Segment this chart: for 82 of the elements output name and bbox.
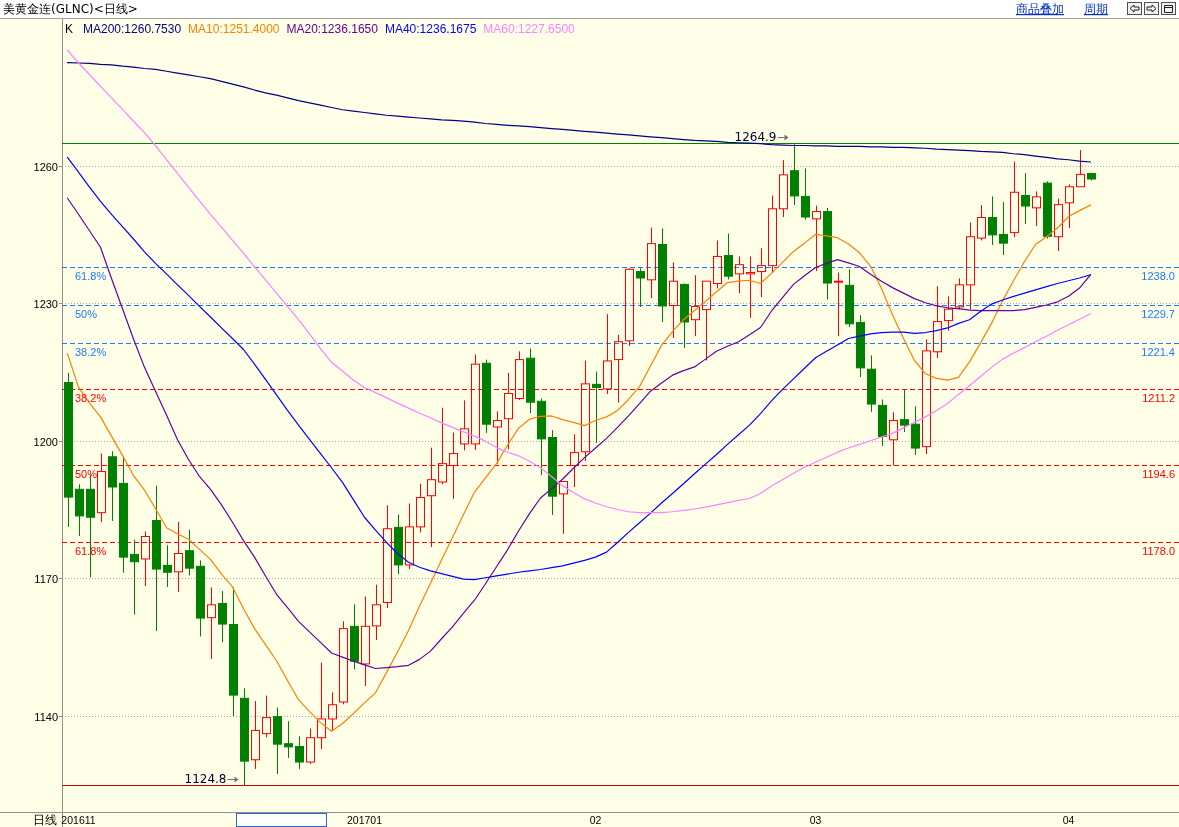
ref-line-label: 1229.7 — [1141, 307, 1175, 320]
annotation: 61.8% — [75, 269, 107, 282]
y-tick-label: 1260 — [33, 160, 58, 173]
chart-title: 美黄金连(GLNC)<日线> — [3, 2, 138, 16]
text: MA10:1251.4000 — [188, 22, 280, 36]
candlestick — [702, 280, 711, 361]
y-tick-label: 1200 — [33, 435, 58, 448]
candlestick — [999, 201, 1008, 256]
text: MA200:1260.7530 — [83, 22, 182, 36]
y-tick-label: 1140 — [34, 710, 58, 723]
candlestick — [911, 405, 920, 456]
candlestick — [130, 539, 139, 615]
y-tick-label: 1170 — [34, 572, 58, 585]
candlestick — [801, 167, 810, 221]
x-tick-label: 03 — [809, 814, 822, 826]
ref-line-label: 1178.0 — [1142, 544, 1175, 557]
candlestick — [416, 483, 425, 533]
text: MA40:1236.1675 — [384, 22, 477, 36]
candlestick — [163, 544, 172, 588]
candlestick — [900, 389, 909, 433]
candlestick — [295, 735, 304, 770]
candlestick — [713, 239, 722, 290]
candlestick — [1010, 161, 1019, 238]
text: MA60:1227.6500 — [483, 22, 576, 36]
annotation: 38.2% — [75, 345, 107, 358]
candlestick — [966, 222, 975, 311]
candlestick — [691, 274, 700, 337]
candlestick — [328, 691, 337, 731]
candlestick — [988, 195, 997, 246]
candlestick — [933, 285, 942, 359]
candlestick — [889, 411, 898, 466]
candlestick — [207, 586, 216, 660]
line-series — [66, 61, 1092, 163]
x-tick-label: 02 — [589, 814, 602, 826]
candlestick — [284, 720, 293, 759]
ref-line-label: 1124.8 — [184, 771, 227, 786]
candlestick — [944, 295, 953, 332]
candlestick — [757, 247, 766, 298]
candlestick — [262, 695, 271, 738]
candlestick — [735, 255, 744, 294]
ref-line-label: 1211.2 — [1142, 391, 1175, 404]
candlestick — [1065, 183, 1074, 229]
ref-line-label: 1194.6 — [1142, 467, 1175, 480]
candlestick — [1032, 190, 1041, 227]
text: 周期 — [1084, 2, 1108, 16]
y-tick-label: 1230 — [33, 297, 58, 310]
annotation: 50% — [75, 467, 98, 480]
candlestick — [768, 194, 777, 274]
candlestick — [361, 596, 370, 687]
candlestick — [636, 267, 645, 308]
annotation: 50% — [75, 307, 98, 320]
x-tick-label: 04 — [1062, 814, 1075, 826]
candlestick — [724, 233, 733, 280]
text: 商品叠加 — [1016, 2, 1064, 16]
candlestick — [218, 590, 227, 643]
candlestick — [746, 255, 755, 319]
x-axis-title: 日线 — [33, 813, 57, 827]
line-series — [66, 156, 1092, 581]
candlestick — [779, 159, 788, 218]
candlestick — [460, 399, 469, 451]
ref-line-label: 1221.4 — [1141, 345, 1175, 358]
candlestick — [625, 268, 634, 347]
candlestick — [1076, 149, 1085, 188]
ref-line-label: 1264.9 — [734, 129, 777, 144]
legend-title: K — [65, 22, 74, 36]
candlestick — [317, 662, 326, 750]
candlestick — [834, 271, 843, 337]
x-tick-label: 201611 — [61, 814, 96, 826]
candlestick — [592, 371, 601, 444]
candlestick — [251, 700, 260, 770]
candlestick — [372, 584, 381, 641]
candlestick — [559, 481, 568, 535]
candlestick — [1054, 198, 1063, 252]
text: MA20:1236.1650 — [286, 22, 379, 36]
candlestick — [1021, 172, 1030, 225]
candlestick — [647, 227, 656, 299]
ref-line-label: 1238.0 — [1141, 269, 1175, 282]
candlestick — [185, 529, 194, 576]
line-series — [66, 49, 1092, 514]
candlestick — [812, 205, 821, 272]
x-tick-label: 201701 — [346, 814, 383, 826]
candlestick — [669, 261, 678, 339]
